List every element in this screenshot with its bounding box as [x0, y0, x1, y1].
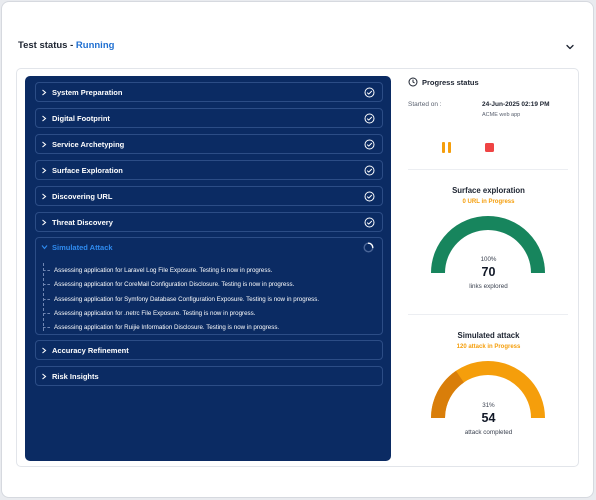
step-label: Service Archetyping — [52, 140, 125, 149]
chevron-right-icon — [42, 347, 47, 354]
divider — [408, 169, 568, 170]
chevron-right-icon — [42, 193, 47, 200]
test-status-header[interactable]: Test status - Running — [2, 2, 593, 62]
attack-log-item: Assessing application for Symfony Databa… — [54, 296, 320, 303]
surface-percent: 100% — [480, 256, 497, 263]
step-label: Discovering URL — [52, 192, 113, 201]
step-label: Digital Footprint — [52, 114, 110, 123]
step-label: Accuracy Refinement — [52, 346, 129, 355]
tree-line — [43, 263, 44, 331]
links-explored-caption: links explored — [469, 283, 508, 290]
steps-panel: System Preparation Digital Footprint Ser… — [25, 76, 391, 461]
chevron-right-icon — [42, 219, 47, 226]
attack-completed-count: 54 — [481, 411, 496, 425]
surface-exploration-title: Surface exploration — [452, 186, 525, 195]
chevron-right-icon — [42, 141, 47, 148]
simulated-attack-subtitle: 120 attack in Progress — [456, 344, 521, 350]
tree-branch — [43, 284, 50, 285]
divider — [408, 314, 568, 315]
progress-status-panel: Progress status Started on : 24-Jun-2025… — [397, 69, 580, 468]
attack-log-item: Assessing application for .netrc File Ex… — [54, 310, 256, 317]
check-circle-icon — [364, 165, 375, 176]
app-name: ACME web app — [482, 112, 521, 118]
progress-status-title: Progress status — [422, 78, 479, 87]
step-risk-insights[interactable]: Risk Insights — [35, 366, 383, 386]
gauge-fill — [431, 370, 465, 419]
surface-exploration-subtitle: 0 URL in Progress — [462, 199, 515, 205]
tree-branch — [43, 270, 50, 271]
pause-icon — [442, 142, 445, 153]
step-label: Risk Insights — [52, 372, 99, 381]
chevron-right-icon — [42, 373, 47, 380]
attack-log-item: Assessing application for CoreMail Confi… — [54, 281, 295, 288]
step-digital-footprint[interactable]: Digital Footprint — [35, 108, 383, 128]
check-circle-icon — [364, 217, 375, 228]
step-simulated-attack: Simulated Attack Assessing application f… — [35, 237, 383, 335]
chevron-right-icon — [42, 115, 47, 122]
tree-branch — [43, 299, 50, 300]
pause-button[interactable] — [442, 142, 452, 153]
clock-icon — [408, 77, 418, 87]
step-label: Threat Discovery — [52, 218, 113, 227]
spinner-icon — [363, 242, 374, 253]
attack-completed-caption: attack completed — [464, 429, 513, 436]
surface-exploration-gauge — [431, 216, 545, 274]
attack-log-item: Assessing application for Laravel Log Fi… — [54, 267, 273, 274]
title-prefix: Test status - — [18, 40, 74, 51]
step-accuracy-refinement[interactable]: Accuracy Refinement — [35, 340, 383, 360]
step-label: Simulated Attack — [52, 243, 113, 252]
test-status-title: Test status - Running — [18, 40, 114, 51]
attack-percent: 31% — [482, 402, 495, 409]
step-service-archetyping[interactable]: Service Archetyping — [35, 134, 383, 154]
step-system-preparation[interactable]: System Preparation — [35, 82, 383, 102]
simulated-attack-title: Simulated attack — [457, 331, 520, 340]
started-on-label: Started on : — [408, 101, 442, 108]
step-label: System Preparation — [52, 88, 123, 97]
check-circle-icon — [364, 139, 375, 150]
started-on-value: 24-Jun-2025 02:19 PM — [482, 101, 550, 108]
stop-button[interactable] — [485, 143, 494, 152]
step-label: Surface Exploration — [52, 166, 123, 175]
status-running: Running — [75, 40, 115, 51]
simulated-attack-gauge — [431, 361, 545, 419]
tree-branch — [43, 313, 50, 314]
chevron-right-icon — [42, 89, 47, 96]
step-surface-exploration[interactable]: Surface Exploration — [35, 160, 383, 180]
links-explored-count: 70 — [481, 265, 496, 279]
step-discovering-url[interactable]: Discovering URL — [35, 186, 383, 206]
step-simulated-attack-header[interactable]: Simulated Attack — [36, 238, 382, 258]
test-details-panel: System Preparation Digital Footprint Ser… — [16, 68, 579, 467]
gauge-fill — [431, 216, 545, 274]
tree-branch — [43, 327, 50, 328]
chevron-down-icon — [41, 245, 48, 250]
pause-icon — [448, 142, 451, 153]
step-threat-discovery[interactable]: Threat Discovery — [35, 212, 383, 232]
check-circle-icon — [364, 87, 375, 98]
chevron-right-icon — [42, 167, 47, 174]
chevron-down-icon[interactable] — [564, 41, 576, 53]
check-circle-icon — [364, 113, 375, 124]
check-circle-icon — [364, 191, 375, 202]
attack-log-item: Assessing application for Ruijie Informa… — [54, 324, 280, 331]
